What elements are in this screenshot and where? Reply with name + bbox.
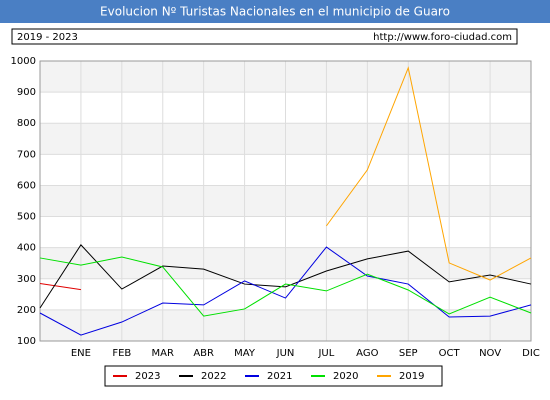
plot-frame (39, 60, 532, 342)
x-tick-label: DIC (522, 348, 540, 359)
x-tick-label: FEB (112, 348, 131, 359)
x-tick-label: MAR (152, 348, 174, 359)
legend-label: 2022 (201, 371, 226, 382)
x-tick-label: SEP (399, 348, 418, 359)
y-tick-label: 1000 (11, 56, 36, 67)
y-tick-label: 600 (17, 180, 36, 191)
series-line (39, 244, 532, 309)
legend-label: 2020 (333, 371, 358, 382)
series-line (39, 246, 532, 336)
legend (104, 365, 443, 387)
x-tick-label: MAY (234, 348, 256, 359)
x-tick-label: OCT (439, 348, 461, 359)
y-tick-label: 400 (17, 243, 36, 254)
y-tick-label: 100 (17, 336, 36, 347)
legend-label: 2021 (267, 371, 292, 382)
source: http://www.foro-ciudad.com (373, 32, 512, 43)
legend-label: 2019 (399, 371, 424, 382)
y-tick-label: 300 (17, 274, 36, 285)
x-tick-label: AGO (356, 348, 378, 359)
subtitle-box (11, 28, 518, 45)
x-tick-label: JUL (317, 348, 334, 359)
x-tick-label: NOV (479, 348, 501, 359)
y-tick-label: 800 (17, 118, 36, 129)
series-line (326, 66, 532, 281)
y-tick-label: 900 (17, 87, 36, 98)
series-line (39, 282, 81, 291)
title-bar (0, 0, 550, 23)
legend-label: 2023 (135, 371, 160, 382)
x-tick-label: ENE (71, 348, 91, 359)
series-line (39, 256, 532, 317)
y-tick-label: 200 (17, 305, 36, 316)
x-tick-label: ABR (193, 348, 214, 359)
subtitle: 2019 - 2023 (17, 32, 78, 43)
y-tick-label: 700 (17, 149, 36, 160)
x-tick-label: JUN (276, 348, 295, 359)
chart-title: Evolucion Nº Turistas Nacionales en el m… (100, 5, 450, 19)
y-tick-label: 500 (17, 212, 36, 223)
